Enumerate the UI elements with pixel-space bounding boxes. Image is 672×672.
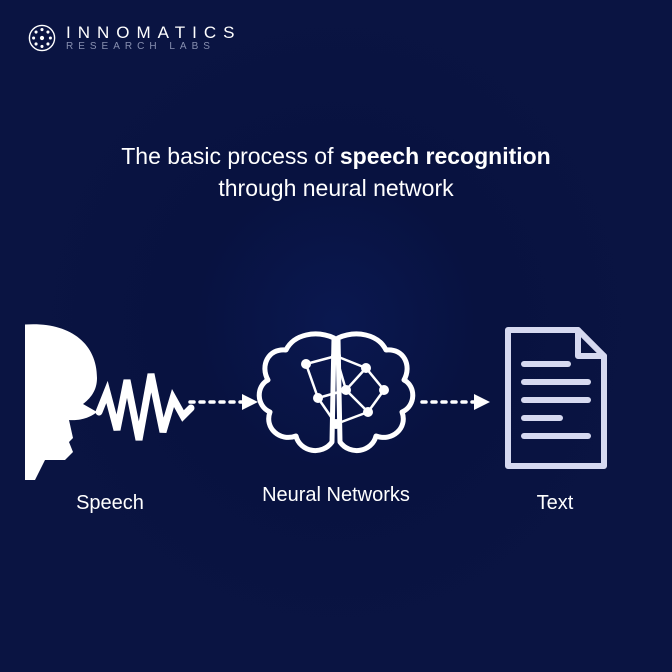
title-bold: speech recognition (340, 143, 551, 169)
stage-speech: Speech (20, 320, 200, 515)
arrow-nn-to-text-icon (420, 392, 492, 417)
stage-neural-network: Neural Networks (236, 320, 436, 507)
title-prefix: The basic process of (121, 143, 340, 169)
brand-icon (28, 24, 56, 52)
neural-network-label: Neural Networks (236, 484, 436, 507)
speech-label: Speech (20, 492, 200, 515)
brand-name: INNOMATICS (66, 24, 241, 42)
stage-text: Text (470, 320, 640, 515)
brand-logo-area: INNOMATICS RESEARCH LABS (28, 24, 241, 52)
brand-text-block: INNOMATICS RESEARCH LABS (66, 24, 241, 52)
title-suffix: through neural network (218, 175, 453, 201)
brain-network-icon (236, 320, 436, 480)
speech-icon (20, 320, 200, 480)
title-text: The basic process of speech recognition … (70, 140, 602, 204)
document-icon (470, 320, 640, 480)
diagram-title: The basic process of speech recognition … (0, 140, 672, 204)
text-label: Text (470, 492, 640, 515)
arrow-speech-to-nn-icon (188, 392, 260, 417)
brand-tagline: RESEARCH LABS (66, 42, 241, 53)
